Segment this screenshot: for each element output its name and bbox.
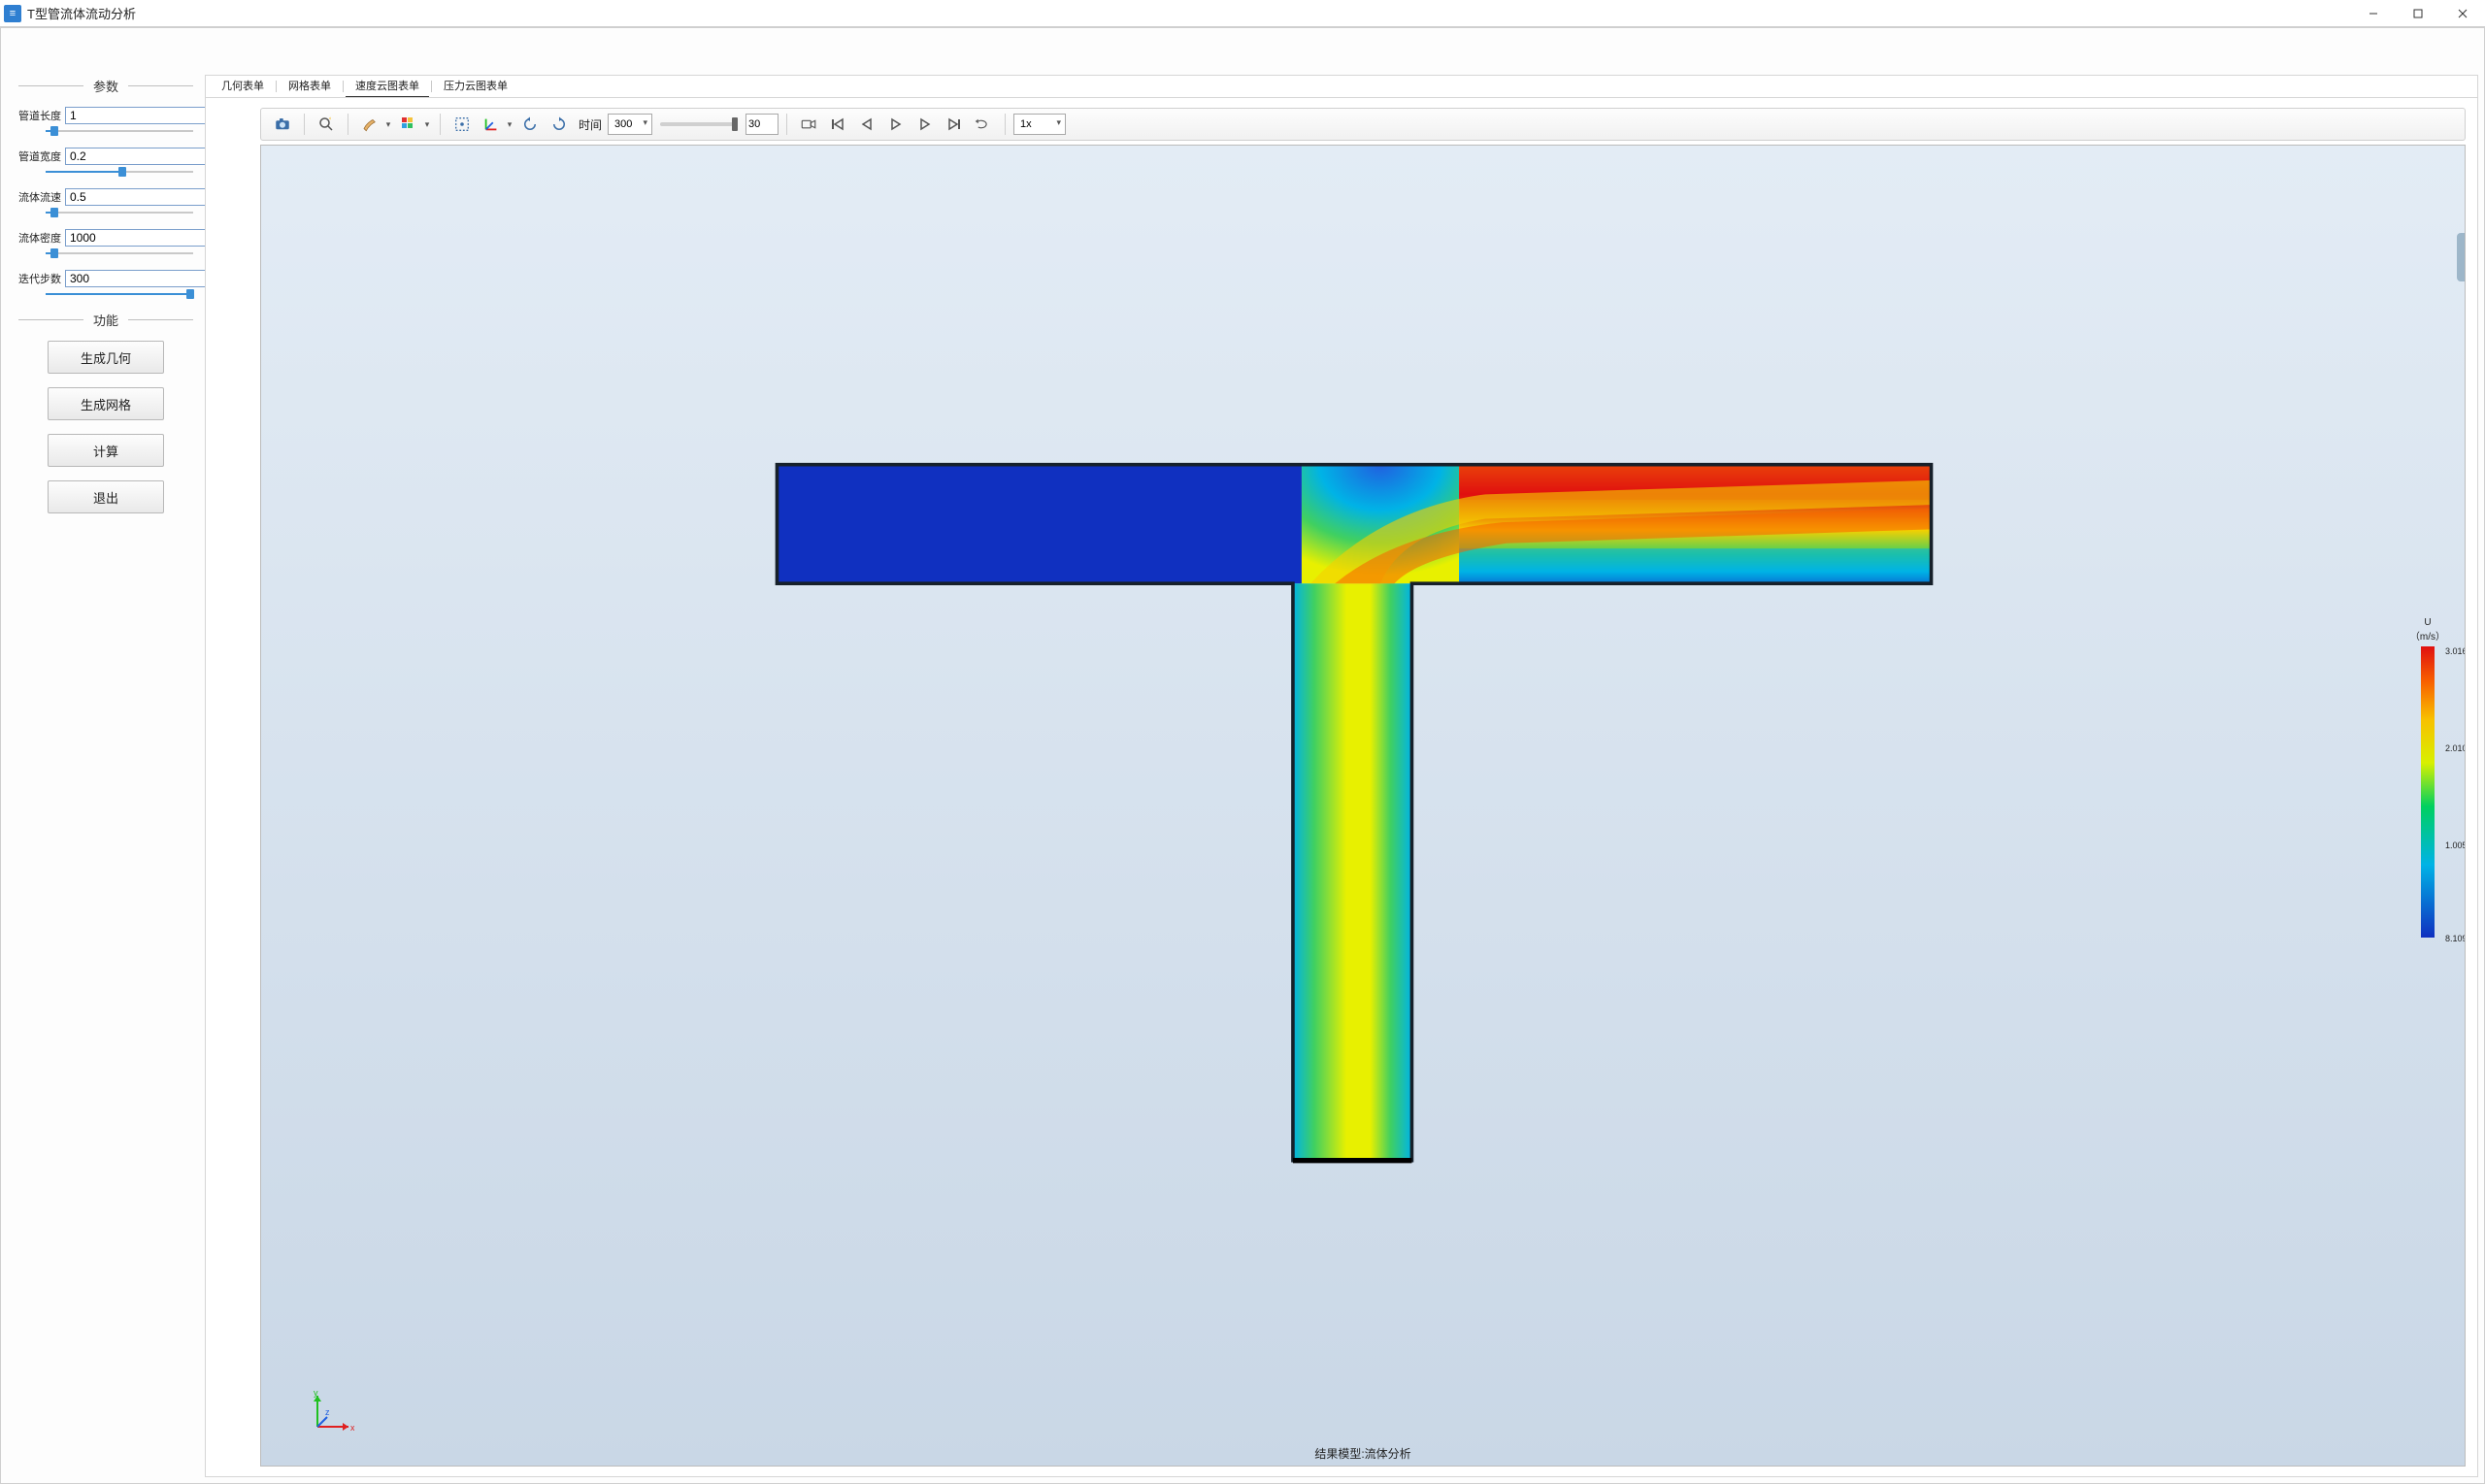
t-pipe-contour [261, 146, 2465, 1466]
param-label: 管道宽度 [18, 148, 65, 164]
sidebar: 参数 管道长度管道宽度流体流速流体密度迭代步数 功能 生成几何 生成网格 计算 … [18, 67, 193, 527]
param-row: 管道长度 [18, 107, 193, 124]
prev-frame-icon[interactable] [853, 112, 880, 137]
legend-min: 8.109e-07 [2445, 934, 2466, 943]
rotate-ccw-icon[interactable] [516, 112, 544, 137]
svg-text:y: y [314, 1390, 318, 1398]
colormap-icon[interactable] [395, 112, 422, 137]
viewport-canvas[interactable]: x y z U （m/s） 3.016e-01 2.010e-01 1.005e… [260, 145, 2466, 1467]
camera-icon[interactable] [269, 112, 296, 137]
param-row: 管道宽度 [18, 148, 193, 165]
svg-text:x: x [350, 1423, 354, 1433]
param-row: 流体密度 [18, 229, 193, 247]
loop-icon[interactable] [970, 112, 997, 137]
window-maximize-button[interactable] [2396, 0, 2440, 27]
tab-3[interactable]: 压力云图表单 [434, 76, 517, 97]
param-slider-3[interactable] [46, 250, 193, 256]
orientation-triad: x y z [306, 1390, 354, 1438]
time-combo[interactable]: 300 [608, 114, 652, 135]
generate-geometry-button[interactable]: 生成几何 [48, 341, 164, 374]
viewport-toolbar: ▾ ▾ ▾ 时间 300 30 [260, 108, 2466, 141]
legend-max: 3.016e-01 [2445, 646, 2466, 656]
next-frame-icon[interactable] [911, 112, 939, 137]
compute-button[interactable]: 计算 [48, 434, 164, 467]
speed-combo[interactable]: 1x [1013, 114, 1066, 135]
param-slider-0[interactable] [46, 128, 193, 134]
param-label: 迭代步数 [18, 271, 65, 286]
first-frame-icon[interactable] [824, 112, 851, 137]
brush-dropdown[interactable]: ▾ [383, 119, 393, 130]
param-slider-2[interactable] [46, 210, 193, 215]
param-input-2[interactable] [65, 188, 225, 206]
viewport-scroll-grip[interactable] [2457, 233, 2465, 281]
funcs-section-header: 功能 [18, 311, 193, 329]
params-section-header: 参数 [18, 77, 193, 95]
param-input-3[interactable] [65, 229, 225, 247]
brush-icon[interactable] [356, 112, 383, 137]
legend-q2: 1.005e-01 [2445, 841, 2466, 850]
canvas-container: ▾ ▾ ▾ 时间 300 30 [206, 97, 2477, 1476]
param-input-1[interactable] [65, 148, 225, 165]
tab-1[interactable]: 网格表单 [279, 76, 341, 97]
legend-ticks: 3.016e-01 2.010e-01 1.005e-01 8.109e-07 [2445, 650, 2466, 941]
window-close-button[interactable] [2440, 0, 2485, 27]
rotate-cw-icon[interactable] [546, 112, 573, 137]
fit-box-icon[interactable] [448, 112, 476, 137]
param-slider-4[interactable] [46, 291, 193, 297]
client-area: 参数 管道长度管道宽度流体流速流体密度迭代步数 功能 生成几何 生成网格 计算 … [0, 27, 2485, 1484]
legend-colorbar [2421, 646, 2435, 938]
play-icon[interactable] [882, 112, 910, 137]
record-icon[interactable] [795, 112, 822, 137]
last-frame-icon[interactable] [941, 112, 968, 137]
canvas-footer-label: 结果模型:流体分析 [261, 1445, 2465, 1462]
param-input-4[interactable] [65, 270, 225, 287]
tab-2[interactable]: 速度云图表单 [346, 76, 429, 97]
window-titlebar: ≡ T型管流体流动分析 [0, 0, 2485, 27]
param-label: 流体密度 [18, 230, 65, 246]
param-row: 流体流速 [18, 188, 193, 206]
param-label: 管道长度 [18, 108, 65, 123]
zoom-magic-icon[interactable] [313, 112, 340, 137]
param-label: 流体流速 [18, 189, 65, 205]
legend-q3: 2.010e-01 [2445, 743, 2466, 753]
param-input-0[interactable] [65, 107, 225, 124]
param-row: 迭代步数 [18, 270, 193, 287]
tab-0[interactable]: 几何表单 [212, 76, 274, 97]
funcs-section-label: 功能 [83, 311, 128, 329]
legend-unit: （m/s） [2410, 628, 2445, 643]
params-section-label: 参数 [83, 77, 128, 95]
color-legend: U （m/s） 3.016e-01 2.010e-01 1.005e-01 8.… [2410, 617, 2445, 941]
time-slider[interactable] [660, 122, 738, 126]
quit-button[interactable]: 退出 [48, 480, 164, 513]
svg-text:z: z [325, 1407, 330, 1417]
legend-var: U [2410, 617, 2445, 628]
axes-icon[interactable] [478, 112, 505, 137]
frame-spin[interactable]: 30 [746, 114, 779, 135]
generate-mesh-button[interactable]: 生成网格 [48, 387, 164, 420]
time-label: 时间 [575, 116, 606, 133]
colormap-dropdown[interactable]: ▾ [422, 119, 432, 130]
window-title: T型管流体流动分析 [27, 4, 136, 22]
result-tabs: 几何表单网格表单速度云图表单压力云图表单 [206, 76, 2477, 97]
param-slider-1[interactable] [46, 169, 193, 175]
app-icon: ≡ [4, 5, 21, 22]
axes-dropdown[interactable]: ▾ [505, 119, 514, 130]
main-panel: 几何表单网格表单速度云图表单压力云图表单 ▾ ▾ ▾ 时间 300 [205, 75, 2478, 1477]
window-minimize-button[interactable] [2351, 0, 2396, 27]
